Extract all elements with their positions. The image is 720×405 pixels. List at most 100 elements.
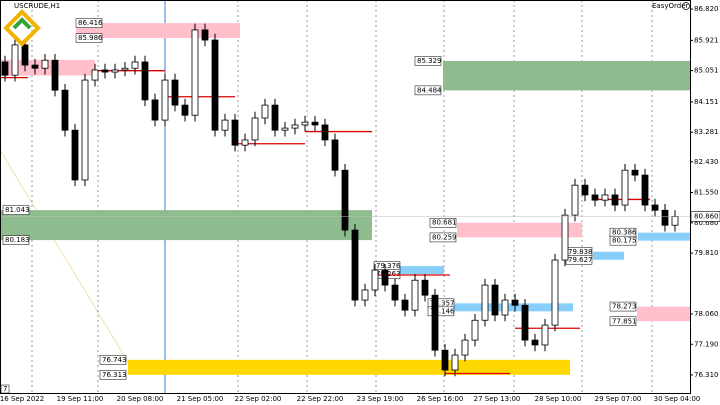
zone-label: 78.146 bbox=[430, 307, 455, 315]
candle-body bbox=[1, 61, 9, 76]
candle-body bbox=[451, 354, 459, 371]
zone-label-box bbox=[75, 18, 103, 28]
y-tick-label: 85.051 bbox=[694, 67, 719, 75]
candle-body bbox=[441, 349, 449, 371]
candle-body bbox=[521, 304, 529, 341]
x-tick-label: 28 Sep 10:00 bbox=[535, 395, 582, 403]
candle-body bbox=[341, 169, 349, 231]
candle-body bbox=[141, 61, 149, 101]
candle-body bbox=[561, 214, 569, 261]
candle-body bbox=[661, 209, 669, 226]
zone-label: 80.681 bbox=[432, 219, 457, 227]
candle-body bbox=[391, 284, 399, 301]
candle-body bbox=[31, 64, 39, 69]
x-tick-label: 26 Sep 16:00 bbox=[417, 395, 464, 403]
zone bbox=[400, 266, 444, 275]
candle-body bbox=[71, 129, 79, 181]
candle-body bbox=[291, 124, 299, 129]
x-tick-label: 27 Sep 13:00 bbox=[474, 395, 521, 403]
current-price-box bbox=[690, 211, 720, 222]
y-tick-label: 79.810 bbox=[694, 249, 719, 257]
candle-body bbox=[321, 124, 329, 141]
x-tick-label: 30 Sep 04:00 bbox=[654, 395, 701, 403]
x-tick-label: 23 Sep 19:00 bbox=[357, 395, 404, 403]
zone-label: 80.175 bbox=[612, 237, 637, 245]
zone-label-box bbox=[2, 235, 30, 245]
corner-label: 7 bbox=[3, 385, 7, 393]
candle-body bbox=[671, 216, 679, 226]
candle-body bbox=[261, 104, 269, 119]
candle-body bbox=[381, 269, 389, 286]
zone-label: 76.313 bbox=[102, 371, 127, 379]
candle-body bbox=[51, 59, 59, 91]
y-tick-label: 78.060 bbox=[694, 310, 719, 318]
zone-label-box bbox=[75, 33, 103, 43]
zone-label: 79.627 bbox=[568, 256, 593, 264]
zone bbox=[457, 222, 582, 238]
candle-body bbox=[201, 29, 209, 41]
candle-body bbox=[331, 139, 339, 171]
zone-label-box bbox=[427, 306, 455, 317]
zone-label: 76.743 bbox=[102, 356, 127, 364]
candle-body bbox=[11, 44, 19, 76]
candle-body bbox=[531, 339, 539, 346]
zone-label-box bbox=[414, 56, 442, 66]
candle-body bbox=[541, 324, 549, 346]
candle-body bbox=[351, 229, 359, 301]
zone bbox=[76, 23, 240, 39]
zone-label-box bbox=[2, 205, 30, 215]
x-tick-label: 29 Sep 07:00 bbox=[595, 395, 642, 403]
candle-body bbox=[651, 204, 659, 211]
x-tick-label: 21 Sep 05:00 bbox=[177, 395, 224, 403]
candle-body bbox=[91, 69, 99, 81]
candle-body bbox=[81, 79, 89, 181]
zone-label: 79.838 bbox=[568, 248, 593, 256]
candle-body bbox=[311, 121, 319, 126]
y-tick-label: 84.151 bbox=[694, 98, 719, 106]
candle-body bbox=[271, 104, 279, 131]
chart-title: USCRUDE,H1 bbox=[14, 2, 60, 10]
zone-label: 77.851 bbox=[612, 317, 637, 325]
candle-body bbox=[161, 79, 169, 121]
indicator-icon[interactable] bbox=[682, 2, 690, 10]
candle-body bbox=[631, 169, 639, 176]
candle-body bbox=[251, 117, 259, 141]
zone-label: 81.043 bbox=[5, 206, 30, 214]
zone-label-box bbox=[609, 301, 637, 312]
x-tick-label: 19 Sep 11:00 bbox=[57, 395, 104, 403]
x-tick-label: 16 Sep 2022 bbox=[0, 395, 44, 403]
y-tick-label: 81.550 bbox=[694, 188, 719, 196]
zone bbox=[450, 303, 573, 312]
candle-body bbox=[571, 184, 579, 216]
candle-body bbox=[621, 169, 629, 206]
candle-body bbox=[191, 29, 199, 116]
logo bbox=[3, 9, 41, 47]
candle-body bbox=[371, 269, 379, 291]
candle-body bbox=[481, 284, 489, 321]
candle-body bbox=[221, 119, 229, 131]
plot-frame bbox=[0, 0, 691, 394]
trend-line bbox=[0, 149, 129, 363]
zone-label-box bbox=[99, 370, 127, 380]
candle-body bbox=[401, 299, 409, 311]
zone-label-box bbox=[609, 316, 637, 327]
candle-body bbox=[641, 174, 649, 206]
candle-body bbox=[101, 69, 109, 73]
candle-body bbox=[601, 194, 609, 201]
zone bbox=[0, 210, 372, 241]
x-tick-label: 20 Sep 08:00 bbox=[117, 395, 164, 403]
zone-label: 85.986 bbox=[78, 34, 103, 42]
candle-body bbox=[301, 121, 309, 126]
zone-label-box bbox=[414, 85, 442, 96]
zone-label-box bbox=[429, 232, 457, 243]
candle-body bbox=[591, 194, 599, 201]
y-tick-label: 86.820 bbox=[694, 5, 719, 13]
candle-body bbox=[281, 127, 289, 131]
candle-body bbox=[431, 294, 439, 351]
zone-label: 78.357 bbox=[430, 299, 455, 307]
x-tick-label: 22 Sep 22:00 bbox=[297, 395, 344, 403]
zone bbox=[637, 306, 690, 322]
candle-body bbox=[151, 99, 159, 121]
y-tick-label: 77.190 bbox=[694, 340, 719, 348]
